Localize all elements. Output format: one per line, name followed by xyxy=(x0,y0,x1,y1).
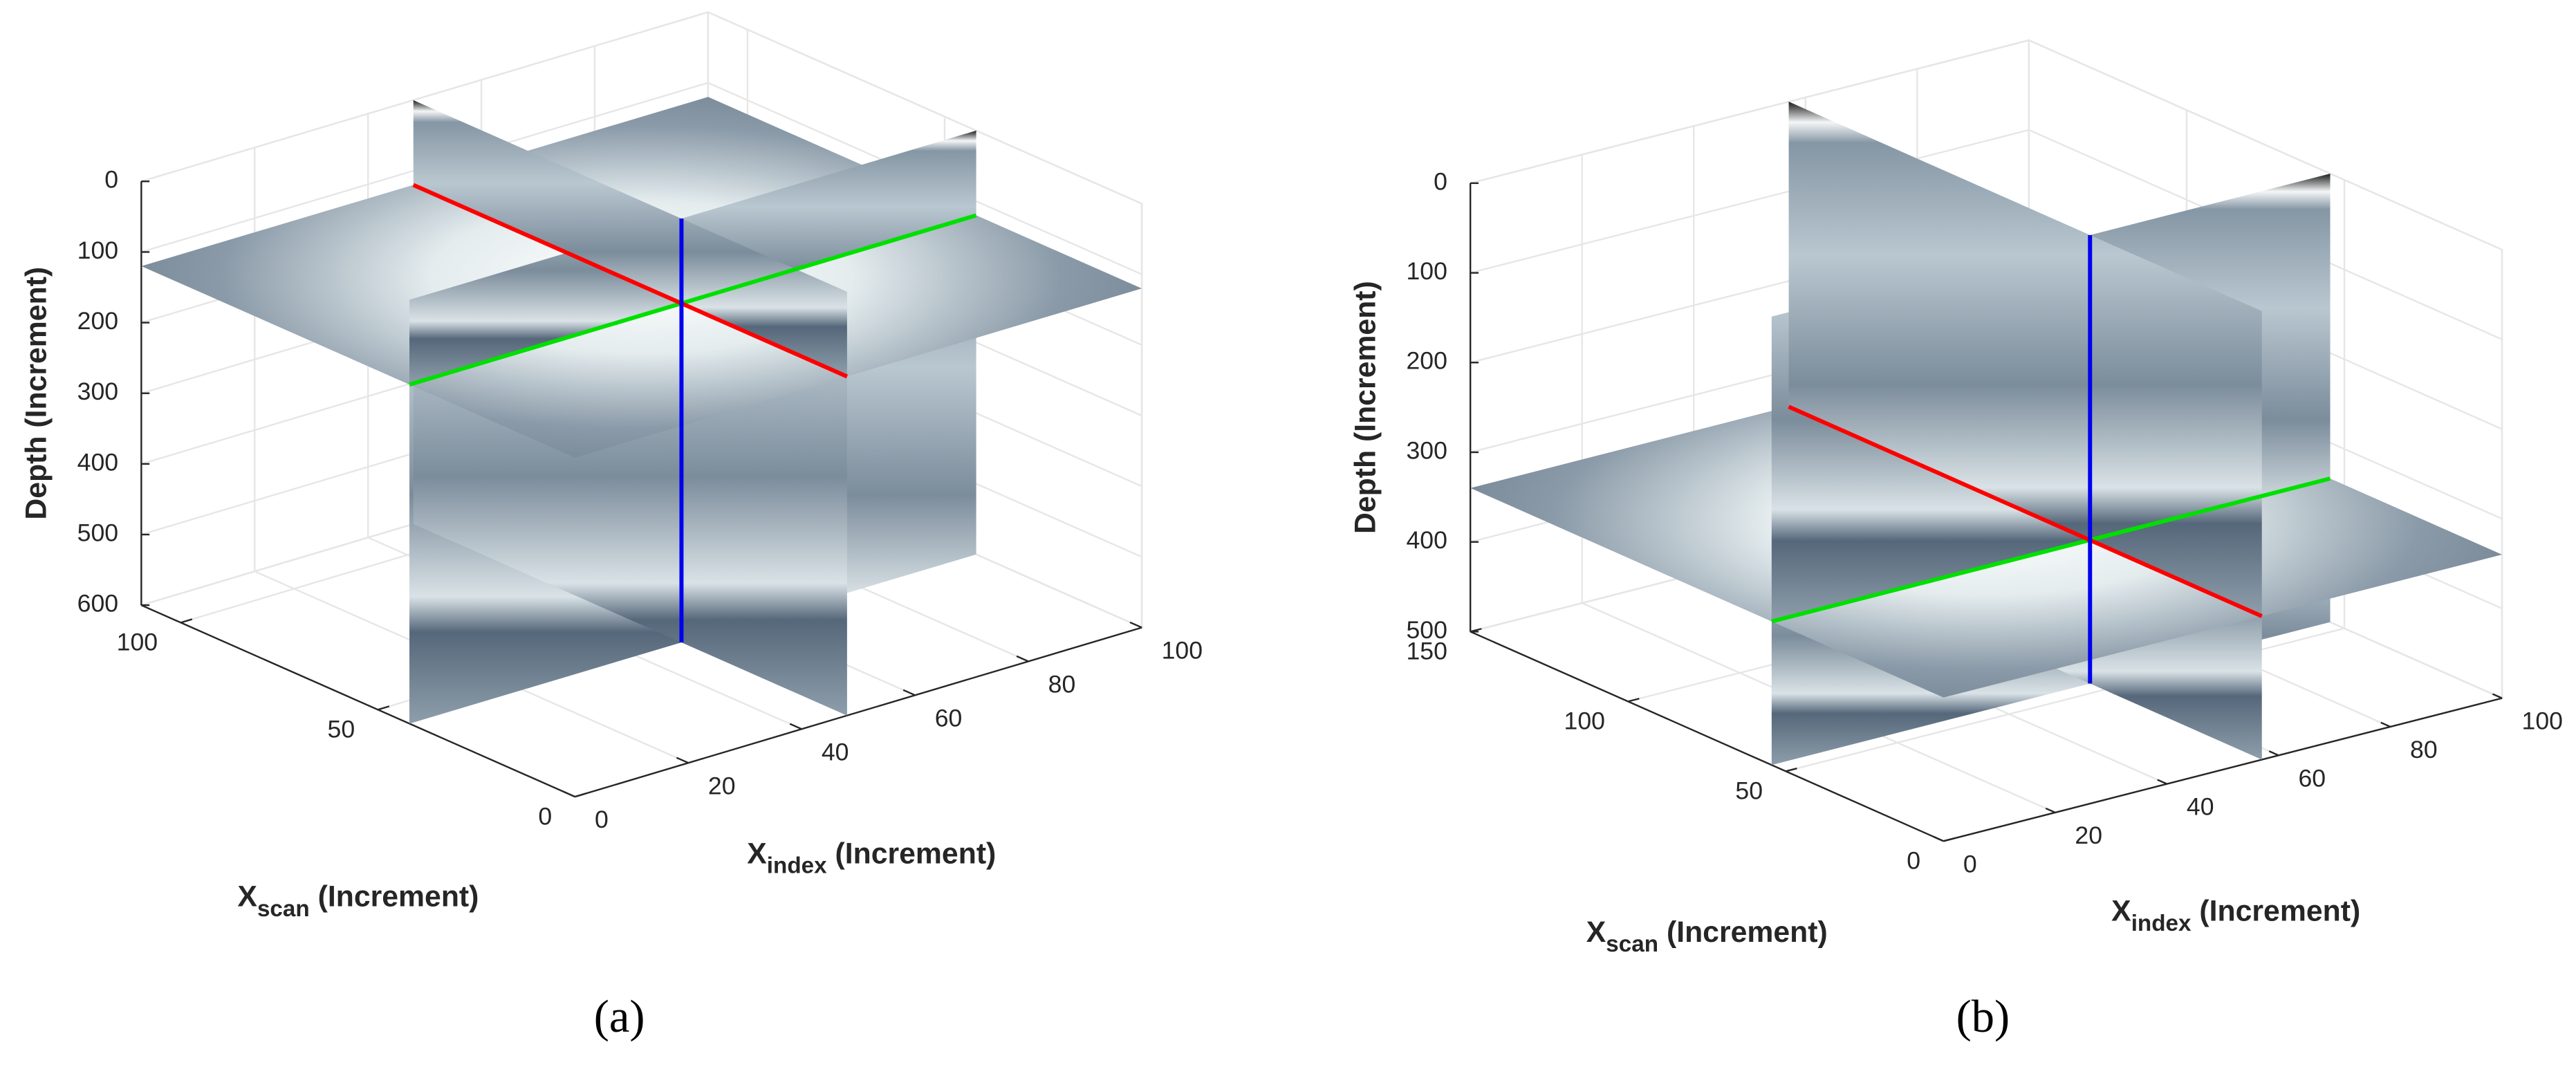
x-tick xyxy=(2492,693,2503,699)
z-tick-label: 300 xyxy=(1406,436,1447,464)
y-tick xyxy=(1943,837,1955,842)
x-tick xyxy=(676,757,689,764)
x-tick-label: 80 xyxy=(1048,670,1076,698)
y-tick xyxy=(180,618,193,624)
x-tick-label: 0 xyxy=(595,806,609,833)
z-tick-label: 500 xyxy=(77,519,118,546)
y-tick xyxy=(1786,768,1797,772)
slice-scan xyxy=(413,100,847,377)
x-tick-label: 60 xyxy=(935,704,963,732)
y-axis-label: Xscan (Increment) xyxy=(237,880,479,922)
z-axis-label: Depth (Increment) xyxy=(1349,281,1382,534)
grid-line xyxy=(141,11,1142,205)
red-line xyxy=(1788,405,2263,618)
x-tick-label: 80 xyxy=(2410,736,2438,763)
z-tick-label: 200 xyxy=(77,307,118,335)
panel-label: (b) xyxy=(1956,992,2010,1042)
x-axis-label: Xindex (Increment) xyxy=(2111,895,2360,936)
x-axis xyxy=(1943,697,2503,842)
z-tick-label: 300 xyxy=(77,378,118,405)
z-tick-label: 400 xyxy=(1406,526,1447,554)
x-tick-label: 60 xyxy=(2298,764,2326,792)
y-tick-label: 100 xyxy=(1564,707,1605,735)
x-axis-label-symbol: X xyxy=(2111,895,2131,928)
x-axis-label-symbol: X xyxy=(747,837,767,870)
z-tick-label: 600 xyxy=(77,590,118,618)
grid-line xyxy=(1470,129,2503,340)
z-tick-label: 400 xyxy=(77,448,118,476)
x-tick xyxy=(562,790,575,798)
y-axis-label-subscript: scan xyxy=(257,896,310,922)
z-tick-label: 100 xyxy=(77,236,118,264)
green-line xyxy=(409,213,977,387)
y-tick-label: 50 xyxy=(1735,777,1763,805)
panel-label: (a) xyxy=(594,992,645,1042)
x-axis-label-subscript: index xyxy=(2131,911,2192,936)
x-tick xyxy=(902,689,916,696)
y-tick-label: 150 xyxy=(1406,638,1447,665)
y-axis-label-symbol: X xyxy=(1586,916,1606,949)
y-tick-label: 100 xyxy=(117,629,158,656)
grid-line xyxy=(1470,39,2503,251)
x-tick xyxy=(1934,836,1944,842)
x-axis-label-unit: (Increment) xyxy=(2192,895,2361,928)
y-axis-label: Xscan (Increment) xyxy=(1586,916,1828,957)
y-tick-label: 0 xyxy=(1907,847,1920,875)
x-tick-label: 20 xyxy=(708,772,736,799)
x-tick-label: 20 xyxy=(2075,822,2102,849)
z-tick-label: 200 xyxy=(1406,347,1447,375)
y-tick xyxy=(575,792,587,798)
y-tick xyxy=(1627,698,1640,703)
x-axis-label-subscript: index xyxy=(767,853,827,879)
slice-scan xyxy=(1788,102,2262,617)
y-axis-label-subscript: scan xyxy=(1606,931,1658,957)
x-tick xyxy=(2380,721,2391,728)
x-axis xyxy=(575,627,1142,798)
grid-line xyxy=(141,82,1142,275)
y-axis-label-unit: (Increment) xyxy=(310,880,479,913)
x-tick xyxy=(1016,655,1029,662)
x-tick-label: 40 xyxy=(2187,793,2214,821)
red-line xyxy=(412,183,849,379)
x-tick-label: 100 xyxy=(1162,637,1203,665)
x-tick-label: 0 xyxy=(1963,850,1977,878)
y-axis-label-symbol: X xyxy=(237,880,257,913)
y-tick-label: 0 xyxy=(538,802,552,830)
x-tick xyxy=(789,723,802,730)
y-axis xyxy=(140,604,575,798)
z-tick-label: 500 xyxy=(1406,616,1447,644)
y-axis xyxy=(1470,631,1944,842)
x-tick xyxy=(2157,779,2167,785)
x-axis-label: Xindex (Increment) xyxy=(747,837,996,878)
z-axis-label: Depth (Increment) xyxy=(20,267,53,520)
z-tick-label: 0 xyxy=(104,166,118,194)
green-line xyxy=(1771,476,2331,624)
y-axis-label-unit: (Increment) xyxy=(1658,916,1828,949)
x-tick-label: 100 xyxy=(2522,707,2563,735)
z-tick-label: 0 xyxy=(1434,167,1447,195)
x-tick xyxy=(2045,807,2056,814)
x-tick xyxy=(2268,750,2279,757)
x-axis-label-unit: (Increment) xyxy=(827,837,997,870)
x-tick-label: 40 xyxy=(822,738,849,766)
y-tick-label: 50 xyxy=(328,716,355,743)
x-tick xyxy=(1129,621,1142,629)
y-tick xyxy=(378,705,390,711)
y-tick xyxy=(1470,628,1482,633)
z-tick-label: 100 xyxy=(1406,257,1447,285)
